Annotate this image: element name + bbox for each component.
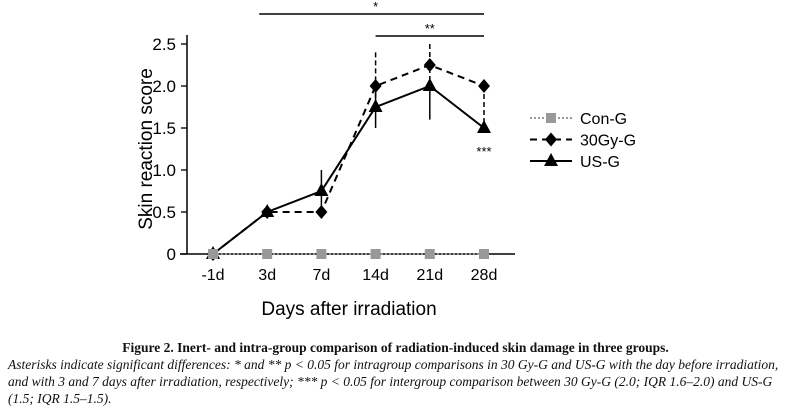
data-point-Con-G [424,249,435,259]
x-tick-label: 21d [416,267,443,284]
series-line-US-G [212,84,485,255]
legend-label: Con-G [580,111,627,128]
data-point-Con-G [208,249,218,259]
data-point-Con-G [316,249,327,259]
chart: 0 0.5 1.0 1.5 2.0 2.5 -1d 3d 7d 14d 21d 28d Days aft… [136,0,636,320]
caption-title: Figure 2. Inert- and intra-group compari… [122,340,669,355]
series-line-30Gy-G [212,63,485,255]
y-tick-label: 2.0 [152,77,176,96]
y-tick-label: 2.5 [152,35,176,54]
x-tick-label: -1d [201,267,224,284]
x-tick-label: 28d [471,267,498,284]
x-axis-label: Days after irradiation [261,299,436,320]
data-point-Con-G [262,249,273,259]
legend-label: US-G [580,154,620,171]
y-tick-label: 0.5 [152,203,176,222]
x-tick-label: 3d [258,267,276,284]
caption-body: Asterisks indicate significant differenc… [8,357,779,406]
data-point-US-G [314,183,329,196]
significance-label: ** [425,21,435,36]
y-axis-label: Skin reaction score [136,68,157,230]
data-point-Con-G [370,249,381,259]
legend-label: 30Gy-G [580,133,636,150]
significance-label: *** [476,144,491,159]
y-tick-label: 0 [167,245,176,264]
x-tick-label: 14d [362,267,389,284]
x-tick-label: 7d [313,267,331,284]
data-point-30Gy-G [423,58,436,72]
figure-caption: Figure 2. Inert- and intra-group compari… [8,339,783,407]
data-point-US-G [368,99,383,112]
legend-marker [546,113,556,123]
data-point-US-G [477,120,491,133]
data-point-US-G [260,204,275,217]
significance-label: * [373,0,378,14]
legend-marker [544,153,558,166]
legend-marker [545,132,557,147]
data-point-US-G [422,78,437,91]
data-point-Con-G [479,249,489,259]
data-point-30Gy-G [478,79,490,93]
y-tick-label: 1.5 [152,119,176,138]
y-tick-label: 1.0 [152,161,176,180]
